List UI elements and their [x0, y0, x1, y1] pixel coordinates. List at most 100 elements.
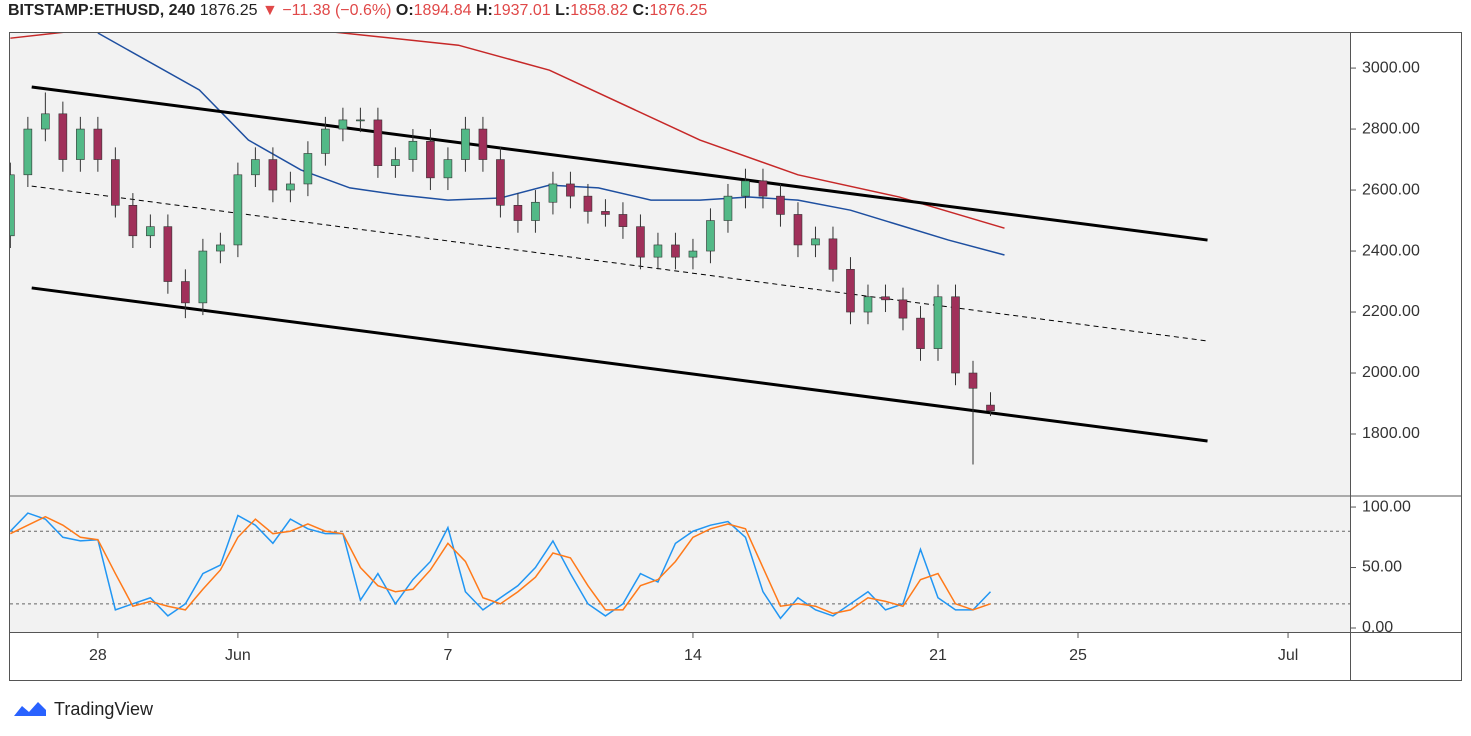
- candle-body: [286, 183, 295, 191]
- low: 1858.82: [570, 2, 629, 19]
- candle-body: [76, 128, 85, 160]
- label: L:: [555, 2, 571, 19]
- candle-body: [548, 183, 558, 203]
- trend-line: [31, 85, 1208, 242]
- x-tick-label: 14: [684, 647, 702, 664]
- logo: [14, 702, 46, 716]
- candle-body: [408, 140, 418, 160]
- x-tick-label: Jul: [1278, 647, 1298, 664]
- candle-body: [356, 119, 365, 122]
- candle-body: [723, 195, 733, 221]
- candle-body: [618, 214, 628, 227]
- candle-body: [216, 244, 225, 252]
- trend-line: [31, 286, 1208, 443]
- oscillator-pane: [10, 497, 1350, 632]
- candle-body: [706, 220, 715, 252]
- candle-body: [986, 404, 995, 412]
- brand: TradingView: [54, 698, 154, 719]
- candle-body: [811, 238, 820, 246]
- candle-body: [881, 296, 890, 301]
- candle-body: [443, 159, 453, 179]
- high: 1937.01: [492, 2, 551, 19]
- candle-body: [601, 211, 610, 215]
- candle-body: [163, 226, 173, 282]
- candle-body: [198, 250, 208, 304]
- candle-body: [181, 281, 190, 304]
- oscillator-plot: [10, 512, 1350, 620]
- candle-body: [671, 244, 680, 258]
- candle-body: [58, 113, 68, 160]
- candle-body: [863, 296, 873, 313]
- x-tick-label: Jun: [225, 647, 251, 664]
- y-tick-label: 1800.00: [1362, 425, 1420, 442]
- candle-body: [233, 174, 243, 246]
- candle-body: [636, 226, 645, 258]
- candle-body: [391, 159, 400, 166]
- y-tick-label: 2000.00: [1362, 364, 1420, 381]
- candle-body: [251, 159, 260, 176]
- candle-body: [653, 244, 663, 258]
- candle-body: [321, 128, 330, 154]
- candle-body: [496, 159, 505, 206]
- candle-body: [846, 269, 855, 313]
- y-tick-label: 2200.00: [1362, 303, 1420, 320]
- candle-body: [373, 119, 383, 166]
- candle-body: [531, 201, 540, 221]
- y-tick-label: 0.00: [1362, 619, 1393, 636]
- candle-body: [758, 180, 768, 197]
- candle-body: [688, 250, 698, 258]
- candle-body: [916, 317, 925, 349]
- symbol: BITSTAMP:ETHUSD, 240: [8, 2, 196, 19]
- oscillator-line: [10, 512, 992, 620]
- candle-body: [583, 195, 593, 212]
- candle-body: [268, 159, 278, 191]
- label: O:: [395, 2, 414, 19]
- oscillator-line: [10, 515, 991, 615]
- frame: [9, 32, 1462, 681]
- candle-body: [566, 183, 575, 197]
- y-tick-label: 100.00: [1362, 498, 1411, 515]
- candle-body: [111, 159, 120, 206]
- candle-body: [478, 128, 488, 160]
- candle-body: [793, 214, 803, 246]
- y-tick-label: 3000.00: [1362, 59, 1420, 76]
- candle-body: [10, 174, 15, 237]
- candle-body: [93, 128, 103, 160]
- x-tick-label: 7: [443, 647, 452, 664]
- candle-body: [513, 204, 523, 221]
- x-tick-label: 25: [1069, 647, 1087, 664]
- candle-body: [828, 238, 838, 270]
- candle-body: [951, 296, 960, 374]
- candle-body: [968, 372, 978, 389]
- candle-body: [898, 299, 908, 319]
- x-tick-label: 21: [929, 647, 947, 664]
- axes: 1800.00 2000.00 2200.00 2400.00 2600.00 2800.…: [89, 59, 1420, 664]
- candle-body: [338, 119, 348, 130]
- last-price: 1876.25: [199, 2, 258, 19]
- y-tick-label: 2800.00: [1362, 120, 1420, 137]
- candle-body: [41, 113, 50, 130]
- x-tick-label: 28: [89, 647, 107, 664]
- y-tick-label: 2600.00: [1362, 181, 1420, 198]
- y-tick-label: 50.00: [1362, 559, 1402, 576]
- candle-body: [146, 226, 155, 237]
- y-tick-label: 2400.00: [1362, 242, 1420, 259]
- candle-body: [426, 140, 435, 179]
- price-pane: [10, 33, 1350, 495]
- header: BITSTAMP:ETHUSD, 240 1876.25 ▼ −11.38 (−…: [8, 2, 707, 20]
- price-plot: [10, 33, 1208, 465]
- moving-average: [10, 33, 1005, 229]
- open: 1894.84: [413, 2, 472, 19]
- close: 1876.25: [649, 2, 708, 19]
- candle-body: [128, 204, 138, 237]
- candle-body: [776, 195, 785, 215]
- label: H:: [475, 2, 493, 19]
- candle-body: [23, 128, 33, 176]
- candle-body: [741, 180, 750, 197]
- candle-body: [303, 153, 313, 185]
- footer: TradingView: [12, 698, 153, 720]
- label: C:: [632, 2, 650, 19]
- candle-body: [461, 128, 470, 160]
